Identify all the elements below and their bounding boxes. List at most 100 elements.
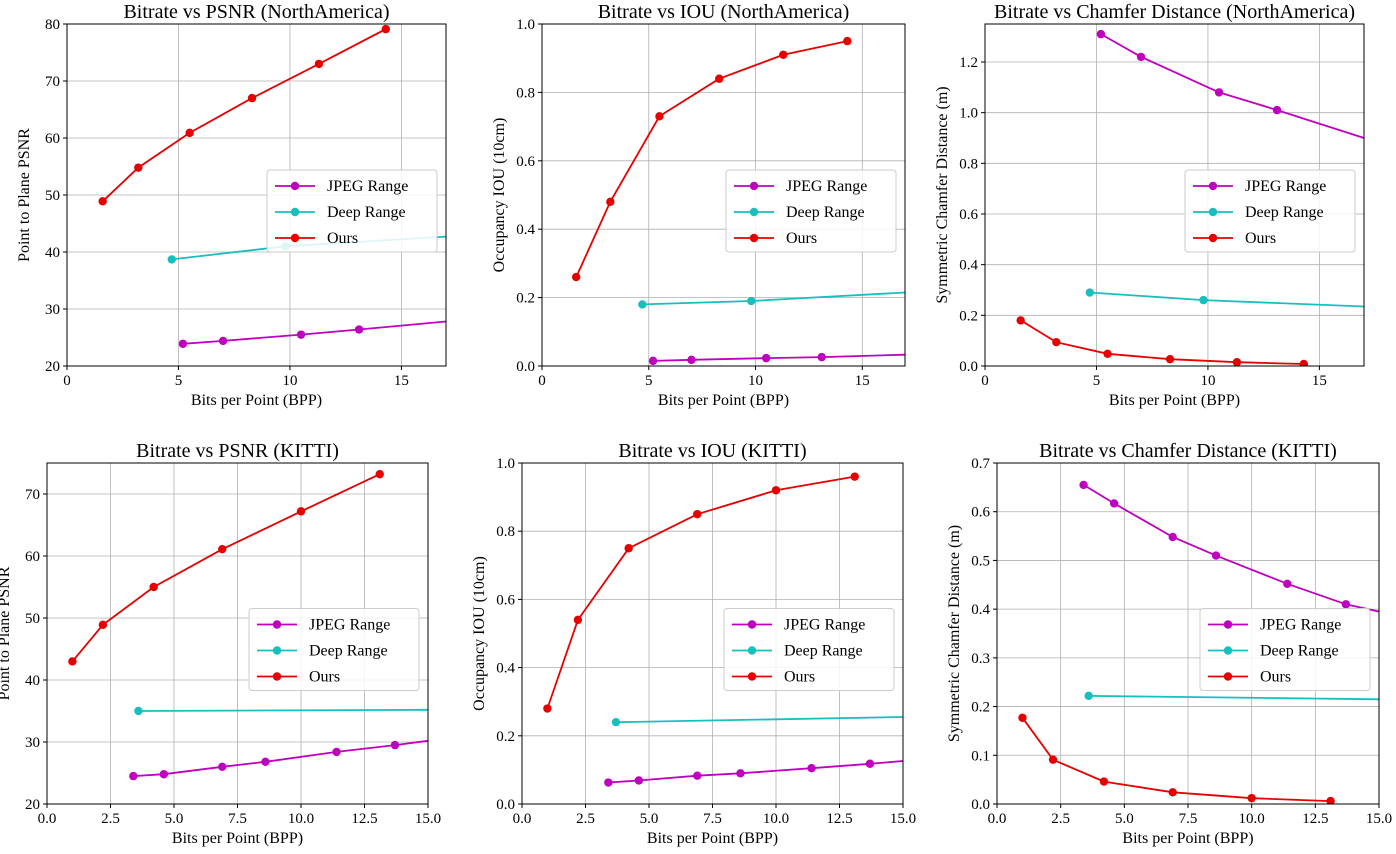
series-deep-range bbox=[1084, 691, 1379, 701]
series-ours bbox=[68, 469, 384, 666]
legend-box bbox=[1199, 608, 1371, 691]
y-tick-label: 0.7 bbox=[971, 456, 990, 472]
y-tick-label: 20 bbox=[45, 359, 60, 375]
legend-marker bbox=[290, 181, 300, 191]
legend-entry-jpeg-range: JPEG Range bbox=[1208, 617, 1341, 634]
x-tick-label: 0 bbox=[981, 373, 989, 389]
data-point bbox=[218, 762, 227, 771]
y-axis-label: Symmetric Chamfer Distance (m) bbox=[934, 86, 951, 303]
data-point bbox=[747, 296, 756, 306]
y-tick-label: 1.0 bbox=[496, 456, 515, 472]
x-tick-label: 10 bbox=[282, 373, 297, 389]
y-tick-label: 20 bbox=[25, 797, 40, 813]
chart-title: Bitrate vs PSNR (NorthAmerica) bbox=[123, 1, 389, 23]
data-point bbox=[375, 469, 384, 479]
x-axis-label: Bits per Point (BPP) bbox=[172, 830, 303, 847]
x-tick-label: 2.5 bbox=[576, 811, 595, 827]
series-jpeg-range bbox=[178, 320, 446, 348]
legend-entry-deep-range: Deep Range bbox=[732, 643, 863, 660]
legend-entry-deep-range: Deep Range bbox=[734, 204, 865, 221]
legend-label: Ours bbox=[309, 669, 340, 686]
series-deep-range bbox=[1085, 288, 1364, 308]
data-point bbox=[611, 717, 621, 727]
y-tick-label: 0.8 bbox=[516, 85, 535, 101]
y-tick-label: 50 bbox=[25, 611, 40, 627]
data-point bbox=[261, 757, 270, 767]
x-tick-label: 2.5 bbox=[101, 811, 120, 827]
y-tick-label: 80 bbox=[45, 17, 60, 33]
x-axis-label: Bits per Point (BPP) bbox=[191, 392, 322, 409]
legend-entry-ours: Ours bbox=[732, 669, 815, 686]
legend-marker bbox=[747, 646, 757, 655]
y-tick-label: 0.4 bbox=[971, 602, 990, 618]
series-line bbox=[1021, 717, 1331, 802]
series-line bbox=[102, 28, 387, 202]
y-tick-label: 0.3 bbox=[971, 651, 990, 667]
legend-marker bbox=[747, 620, 757, 629]
series-deep-range bbox=[611, 716, 903, 727]
series-line bbox=[1020, 319, 1304, 365]
data-point bbox=[693, 771, 702, 780]
y-tick-label: 70 bbox=[25, 487, 40, 503]
data-point bbox=[1232, 358, 1242, 366]
x-tick-label: 0 bbox=[63, 373, 71, 389]
y-tick-label: 1.0 bbox=[959, 106, 978, 122]
legend-marker bbox=[749, 207, 759, 217]
legend-label: Ours bbox=[786, 230, 817, 247]
y-tick-label: 0.8 bbox=[496, 524, 515, 540]
chart-panel-5: 0.0 2.5 5.0 7.5 10.0 12.5 15.0 0.0 0.2 0.4 0.6 0.8 1… bbox=[471, 440, 916, 847]
legend-marker bbox=[1223, 620, 1233, 629]
legend-label: JPEG Range bbox=[1245, 178, 1326, 195]
legend-label: JPEG Range bbox=[327, 178, 408, 195]
data-point bbox=[634, 776, 644, 785]
data-point bbox=[247, 93, 257, 103]
data-point bbox=[1096, 29, 1106, 39]
y-axis-label: Occupancy IOU (10cm) bbox=[471, 556, 488, 711]
legend-entry-ours: Ours bbox=[275, 230, 358, 247]
chart-panel-6: 0.0 2.5 5.0 7.5 10.0 12.5 15.0 0.0 0.1 0.2 0.3 0.4 0… bbox=[946, 440, 1392, 847]
x-tick-label: 15.0 bbox=[415, 811, 441, 827]
series-line bbox=[575, 40, 848, 278]
data-point bbox=[332, 747, 341, 757]
legend-box bbox=[266, 169, 438, 253]
data-point bbox=[715, 74, 724, 83]
data-point bbox=[68, 657, 77, 666]
legend-label: JPEG Range bbox=[786, 178, 867, 195]
data-point bbox=[762, 353, 771, 363]
y-tick-label: 0.4 bbox=[496, 661, 515, 677]
y-tick-label: 0.6 bbox=[971, 505, 990, 521]
x-axis-label: Bits per Point (BPP) bbox=[1122, 830, 1253, 847]
y-tick-label: 50 bbox=[45, 188, 60, 204]
x-tick-label: 12.5 bbox=[1302, 811, 1328, 827]
legend-box bbox=[725, 169, 897, 253]
legend-label: Deep Range bbox=[327, 204, 406, 221]
chart-title: Bitrate vs PSNR (KITTI) bbox=[136, 440, 339, 462]
x-tick-label: 10 bbox=[1200, 373, 1215, 389]
x-tick-label: 15 bbox=[855, 373, 870, 389]
x-axis-label: Bits per Point (BPP) bbox=[647, 830, 778, 847]
legend: JPEG Range Deep Range Ours bbox=[725, 169, 897, 253]
data-point bbox=[850, 472, 859, 481]
legend-entry-jpeg-range: JPEG Range bbox=[734, 178, 867, 195]
y-tick-label: 0.0 bbox=[959, 359, 978, 375]
series-ours bbox=[543, 472, 859, 713]
x-tick-label: 2.5 bbox=[1051, 811, 1070, 827]
data-point bbox=[1079, 480, 1088, 490]
legend-marker bbox=[1223, 646, 1233, 655]
data-point bbox=[1168, 532, 1177, 542]
legend-label: Deep Range bbox=[309, 643, 388, 660]
legend: JPEG Range Deep Range Ours bbox=[1184, 169, 1356, 253]
chart-panel-1: 0 5 10 15 20 30 40 50 60 70 80 Bitrate vs PSNR (Nor… bbox=[16, 1, 447, 409]
y-tick-label: 0.6 bbox=[959, 207, 978, 223]
plot-frame bbox=[541, 23, 906, 367]
y-tick-label: 0.5 bbox=[971, 553, 990, 569]
series-jpeg-range bbox=[604, 759, 903, 787]
data-point bbox=[218, 336, 228, 346]
chart-title: Bitrate vs Chamfer Distance (KITTI) bbox=[1039, 440, 1337, 462]
legend-label: Deep Range bbox=[1245, 204, 1324, 221]
y-tick-label: 1.2 bbox=[959, 55, 978, 71]
x-tick-label: 5.0 bbox=[165, 811, 184, 827]
y-tick-label: 0.0 bbox=[971, 797, 990, 813]
legend-marker bbox=[1208, 233, 1218, 243]
data-point bbox=[843, 36, 852, 46]
